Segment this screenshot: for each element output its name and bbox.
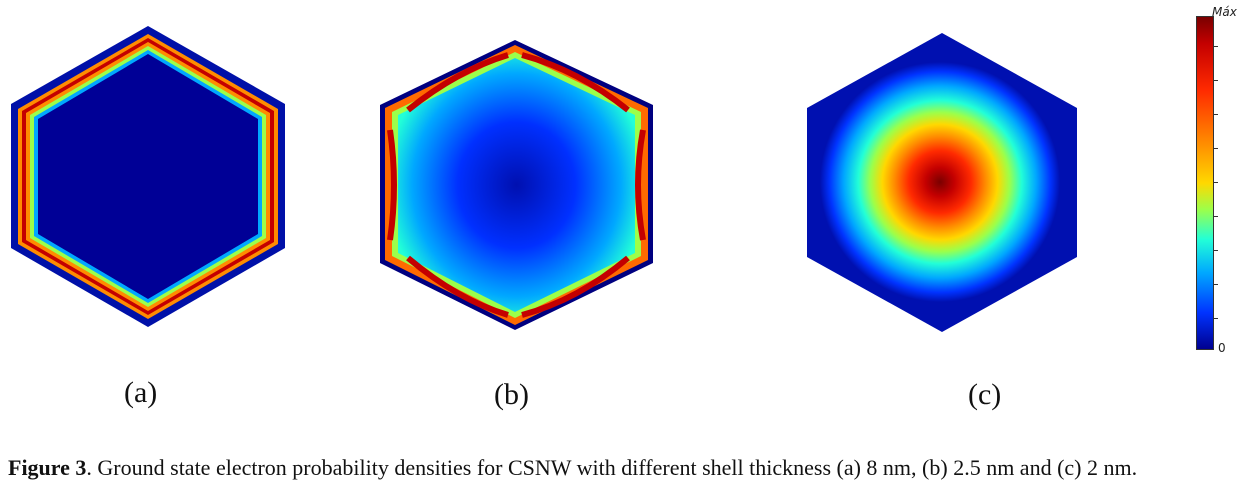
- colorbar: [1196, 16, 1214, 350]
- colorbar-min-label: 0: [1218, 341, 1226, 355]
- panel-b-density-map: [378, 0, 658, 335]
- panel-a-density-map: [8, 0, 288, 330]
- panel-c-hexagon: [807, 33, 1077, 332]
- figure-label: Figure 3: [8, 455, 87, 480]
- colorbar-tick: [1213, 80, 1218, 81]
- panel-b-label: (b): [494, 378, 529, 411]
- colorbar-max-label: Máx: [1212, 5, 1237, 19]
- colorbar-tick: [1213, 318, 1218, 319]
- caption-text: . Ground state electron probability dens…: [86, 455, 1138, 480]
- figure-caption: Figure 3. Ground state electron probabil…: [8, 455, 1137, 481]
- panel-c-density-map: [805, 0, 1080, 335]
- panel-c-label: (c): [968, 378, 1002, 411]
- colorbar-tick: [1213, 284, 1218, 285]
- colorbar-tick: [1213, 114, 1218, 115]
- colorbar-tick: [1213, 250, 1218, 251]
- colorbar-tick: [1213, 216, 1218, 217]
- panel-a-label: (a): [124, 376, 158, 409]
- panel-a-hexagon: [11, 26, 285, 327]
- colorbar-tick: [1213, 182, 1218, 183]
- panel-b-hexagon: [380, 40, 653, 330]
- colorbar-tick: [1213, 148, 1218, 149]
- colorbar-tick: [1213, 46, 1218, 47]
